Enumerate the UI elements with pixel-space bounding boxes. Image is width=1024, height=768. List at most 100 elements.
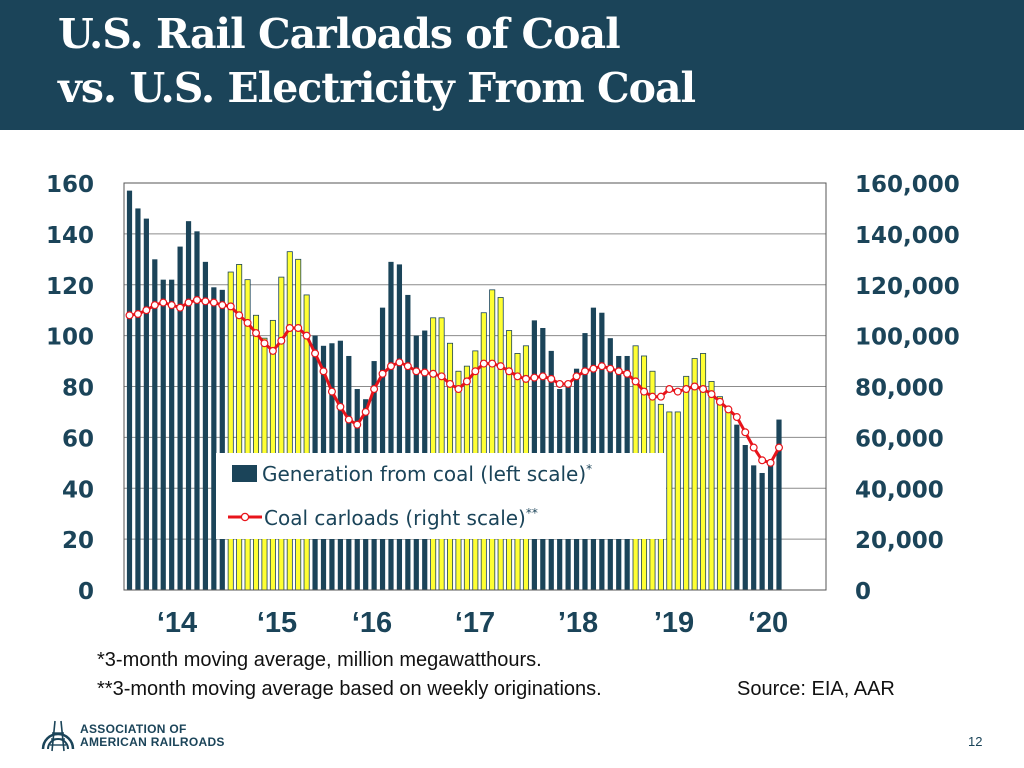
line-point xyxy=(378,369,387,378)
line-point xyxy=(159,298,168,307)
bar xyxy=(405,294,411,590)
line-point xyxy=(572,372,581,381)
legend-bar-swatch xyxy=(232,465,257,482)
right-tick-label: 100,000 xyxy=(855,325,960,351)
bar xyxy=(219,289,225,590)
bar xyxy=(379,307,386,590)
x-tick-label: ’18 xyxy=(558,607,598,639)
line-point xyxy=(597,362,606,371)
legend: Generation from coal (left scale)* Coal … xyxy=(216,453,666,539)
legend-line-label: Coal carloads (right scale)** xyxy=(264,506,538,530)
line-point xyxy=(547,374,556,383)
line-point xyxy=(555,379,564,388)
line-point xyxy=(732,413,741,422)
line-point xyxy=(446,379,455,388)
bar xyxy=(396,264,403,590)
line-point xyxy=(285,323,294,332)
line-point xyxy=(277,336,286,345)
line-point xyxy=(176,303,185,312)
line-point xyxy=(412,367,421,376)
line-point xyxy=(682,385,691,394)
line-point xyxy=(429,369,438,378)
line-point xyxy=(454,385,463,394)
line-point xyxy=(606,364,615,373)
line-point xyxy=(724,405,733,414)
bar xyxy=(759,472,765,590)
line-point xyxy=(766,458,775,467)
left-tick-label: 20 xyxy=(62,528,94,554)
line-point xyxy=(462,377,471,386)
left-tick-label: 80 xyxy=(62,376,94,402)
right-tick-label: 20,000 xyxy=(855,528,944,554)
title-line-2: vs. U.S. Electricity From Coal xyxy=(58,64,696,112)
bar xyxy=(177,246,183,590)
line-point xyxy=(201,297,210,306)
line-point xyxy=(707,390,716,399)
line-point xyxy=(420,368,429,377)
left-tick-label: 0 xyxy=(78,579,94,605)
page-number: 12 xyxy=(968,734,983,749)
line-point xyxy=(218,301,227,310)
bar xyxy=(480,312,487,591)
line-point xyxy=(521,374,530,383)
line-point xyxy=(665,385,674,394)
bar xyxy=(683,375,690,591)
bar xyxy=(135,208,141,590)
bar xyxy=(202,261,209,590)
footnote-1: *3-month moving average, million megawat… xyxy=(97,649,542,671)
line-point xyxy=(749,443,758,452)
line-point xyxy=(344,415,353,424)
line-point xyxy=(471,367,480,376)
bar xyxy=(194,231,200,591)
plot-frame xyxy=(123,182,827,591)
line-point xyxy=(496,362,505,371)
line-point xyxy=(656,392,665,401)
bar xyxy=(734,424,740,590)
line-point xyxy=(513,372,522,381)
line-point xyxy=(741,428,750,437)
bar xyxy=(599,312,605,590)
bar xyxy=(725,408,732,591)
line-point xyxy=(243,318,252,327)
right-axis: 160,000 140,000 120,000 100,000 80,000 60,000… xyxy=(855,172,960,605)
logo-text-line-1: ASSOCIATION OF xyxy=(80,722,187,736)
bar xyxy=(666,411,673,591)
bar xyxy=(497,297,504,591)
source-note: Source: EIA, AAR xyxy=(737,678,895,700)
header-banner: U.S. Rail Carloads of Coal vs. U.S. Elec… xyxy=(0,0,1024,130)
bar xyxy=(590,307,597,590)
logo-text-line-2: AMERICAN RAILROADS xyxy=(80,735,225,749)
bar xyxy=(169,279,175,590)
line-point xyxy=(370,385,379,394)
line-point xyxy=(294,323,303,332)
line-point xyxy=(403,362,412,371)
line-point xyxy=(437,372,446,381)
line-point xyxy=(235,311,244,320)
legend-box xyxy=(216,453,666,539)
bar xyxy=(286,251,293,591)
aar-logo xyxy=(40,713,76,758)
line-point xyxy=(758,456,767,465)
line-point xyxy=(614,367,623,376)
carloads-line xyxy=(129,298,781,465)
legend-line-marker xyxy=(240,512,250,522)
bar xyxy=(751,465,757,590)
x-tick-label: ‘15 xyxy=(257,607,297,639)
line-point xyxy=(386,362,395,371)
legend-bar-label: Generation from coal (left scale)* xyxy=(262,462,592,486)
bar xyxy=(160,279,166,590)
line-point xyxy=(336,402,345,411)
x-axis: ‘14 ‘15 ‘16 ‘17 ’18 ’19 ‘20 xyxy=(157,607,788,639)
left-tick-label: 120 xyxy=(46,274,94,300)
line-point xyxy=(673,387,682,396)
bar xyxy=(691,358,698,591)
line-point xyxy=(209,298,218,307)
line-point xyxy=(589,364,598,373)
line-point xyxy=(184,298,193,307)
line-point xyxy=(226,302,235,311)
line-point xyxy=(623,369,632,378)
bar xyxy=(143,218,149,591)
bar xyxy=(776,419,782,590)
line-point xyxy=(302,331,311,340)
line-point xyxy=(167,301,176,310)
